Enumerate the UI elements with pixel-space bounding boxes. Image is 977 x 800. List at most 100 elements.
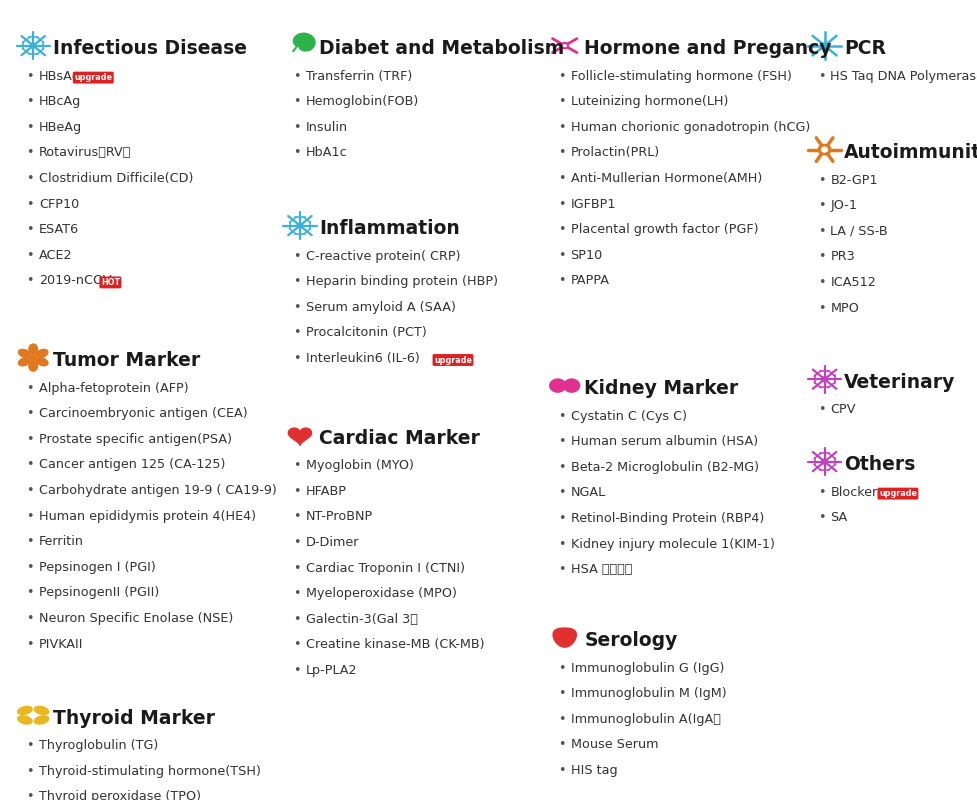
Text: •: • — [558, 223, 566, 236]
Text: •: • — [293, 510, 301, 523]
Text: •: • — [293, 326, 301, 339]
Text: •: • — [818, 486, 826, 498]
Polygon shape — [288, 428, 312, 446]
Text: Inflammation: Inflammation — [319, 219, 460, 238]
Text: upgrade: upgrade — [879, 489, 917, 498]
Text: Lp-PLA2: Lp-PLA2 — [306, 664, 358, 677]
Text: •: • — [26, 612, 34, 625]
Text: Cancer antigen 125 (CA-125): Cancer antigen 125 (CA-125) — [39, 458, 226, 471]
Text: •: • — [558, 512, 566, 525]
Text: Prostate specific antigen(PSA): Prostate specific antigen(PSA) — [39, 433, 233, 446]
Ellipse shape — [34, 706, 49, 714]
Text: LA / SS-B: LA / SS-B — [830, 225, 888, 238]
Text: •: • — [293, 485, 301, 498]
Text: Cystatin C (Cys C): Cystatin C (Cys C) — [571, 410, 687, 422]
Text: •: • — [293, 301, 301, 314]
Text: PCR: PCR — [844, 39, 886, 58]
Text: •: • — [818, 174, 826, 186]
Polygon shape — [553, 628, 576, 647]
Text: •: • — [26, 484, 34, 497]
Text: Myoglobin (MYO): Myoglobin (MYO) — [306, 459, 413, 472]
Text: Others: Others — [844, 455, 915, 474]
Text: NGAL: NGAL — [571, 486, 606, 499]
Circle shape — [564, 379, 579, 392]
Text: •: • — [293, 95, 301, 108]
Text: •: • — [558, 538, 566, 550]
Text: Diabet and Metabolism: Diabet and Metabolism — [319, 39, 565, 58]
Text: •: • — [818, 250, 826, 263]
Text: CFP10: CFP10 — [39, 198, 79, 210]
Text: Creatine kinase-MB (CK-MB): Creatine kinase-MB (CK-MB) — [306, 638, 485, 651]
Ellipse shape — [34, 716, 49, 724]
Text: upgrade: upgrade — [434, 355, 472, 365]
Text: •: • — [293, 275, 301, 288]
Text: •: • — [818, 199, 826, 212]
Text: •: • — [818, 302, 826, 314]
Text: Neuron Specific Enolase (NSE): Neuron Specific Enolase (NSE) — [39, 612, 234, 625]
Text: Mouse Serum: Mouse Serum — [571, 738, 658, 751]
Circle shape — [822, 43, 828, 48]
Text: PepsinogenII (PGII): PepsinogenII (PGII) — [39, 586, 159, 599]
Text: Veterinary: Veterinary — [844, 373, 956, 392]
Text: Heparin binding protein (HBP): Heparin binding protein (HBP) — [306, 275, 498, 288]
Text: C-reactive protein( CRP): C-reactive protein( CRP) — [306, 250, 460, 262]
Ellipse shape — [18, 716, 32, 724]
Text: PR3: PR3 — [830, 250, 855, 263]
Text: 2019-nCOV: 2019-nCOV — [39, 274, 111, 287]
Text: B2-GP1: B2-GP1 — [830, 174, 878, 186]
Circle shape — [822, 459, 828, 464]
Text: •: • — [818, 70, 826, 82]
Text: •: • — [818, 403, 826, 416]
Text: •: • — [818, 276, 826, 289]
Text: •: • — [558, 486, 566, 499]
Text: Anti-Mullerian Hormone(AMH): Anti-Mullerian Hormone(AMH) — [571, 172, 762, 185]
Text: Thyroid Marker: Thyroid Marker — [53, 709, 215, 728]
Text: ESAT6: ESAT6 — [39, 223, 79, 236]
Text: JO-1: JO-1 — [830, 199, 858, 212]
Text: Beta-2 Microglobulin (B2-MG): Beta-2 Microglobulin (B2-MG) — [571, 461, 758, 474]
Text: •: • — [818, 225, 826, 238]
Text: •: • — [293, 613, 301, 626]
Text: Immunoglobulin G (IgG): Immunoglobulin G (IgG) — [571, 662, 724, 674]
Text: •: • — [26, 249, 34, 262]
Text: •: • — [293, 250, 301, 262]
Text: •: • — [818, 511, 826, 524]
Text: Kidney Marker: Kidney Marker — [584, 379, 739, 398]
Text: Human serum albumin (HSA): Human serum albumin (HSA) — [571, 435, 758, 448]
Text: HBeAg: HBeAg — [39, 121, 82, 134]
Text: Human chorionic gonadotropin (hCG): Human chorionic gonadotropin (hCG) — [571, 121, 810, 134]
Text: Insulin: Insulin — [306, 121, 348, 134]
Text: •: • — [26, 638, 34, 650]
Text: •: • — [26, 739, 34, 752]
Text: •: • — [558, 249, 566, 262]
Text: SA: SA — [830, 511, 848, 524]
Text: •: • — [26, 121, 34, 134]
Text: Hemoglobin(FOB): Hemoglobin(FOB) — [306, 95, 419, 108]
Text: •: • — [293, 459, 301, 472]
Text: Alpha-fetoprotein (AFP): Alpha-fetoprotein (AFP) — [39, 382, 189, 394]
Text: HSA 人白蛋白: HSA 人白蛋白 — [571, 563, 632, 576]
Text: Kidney injury molecule 1(KIM-1): Kidney injury molecule 1(KIM-1) — [571, 538, 775, 550]
Ellipse shape — [19, 350, 30, 358]
Text: •: • — [293, 146, 301, 159]
Text: •: • — [558, 435, 566, 448]
Text: Ferritin: Ferritin — [39, 535, 84, 548]
Text: Human epididymis protein 4(HE4): Human epididymis protein 4(HE4) — [39, 510, 256, 522]
Text: Serum amyloid A (SAA): Serum amyloid A (SAA) — [306, 301, 455, 314]
Text: •: • — [558, 410, 566, 422]
Text: Transferrin (TRF): Transferrin (TRF) — [306, 70, 412, 82]
Text: •: • — [558, 172, 566, 185]
Text: HS Taq DNA Polymerase: HS Taq DNA Polymerase — [830, 70, 977, 82]
Text: HOT: HOT — [101, 278, 120, 287]
Polygon shape — [293, 34, 315, 51]
Text: •: • — [558, 146, 566, 159]
Text: •: • — [293, 562, 301, 574]
Text: •: • — [558, 70, 566, 82]
Text: •: • — [26, 146, 34, 159]
Text: ACE2: ACE2 — [39, 249, 72, 262]
Text: HIS tag: HIS tag — [571, 764, 617, 777]
Text: Retinol-Binding Protein (RBP4): Retinol-Binding Protein (RBP4) — [571, 512, 764, 525]
Text: •: • — [26, 586, 34, 599]
Text: Rotavirus（RV）: Rotavirus（RV） — [39, 146, 132, 159]
Ellipse shape — [29, 344, 37, 354]
